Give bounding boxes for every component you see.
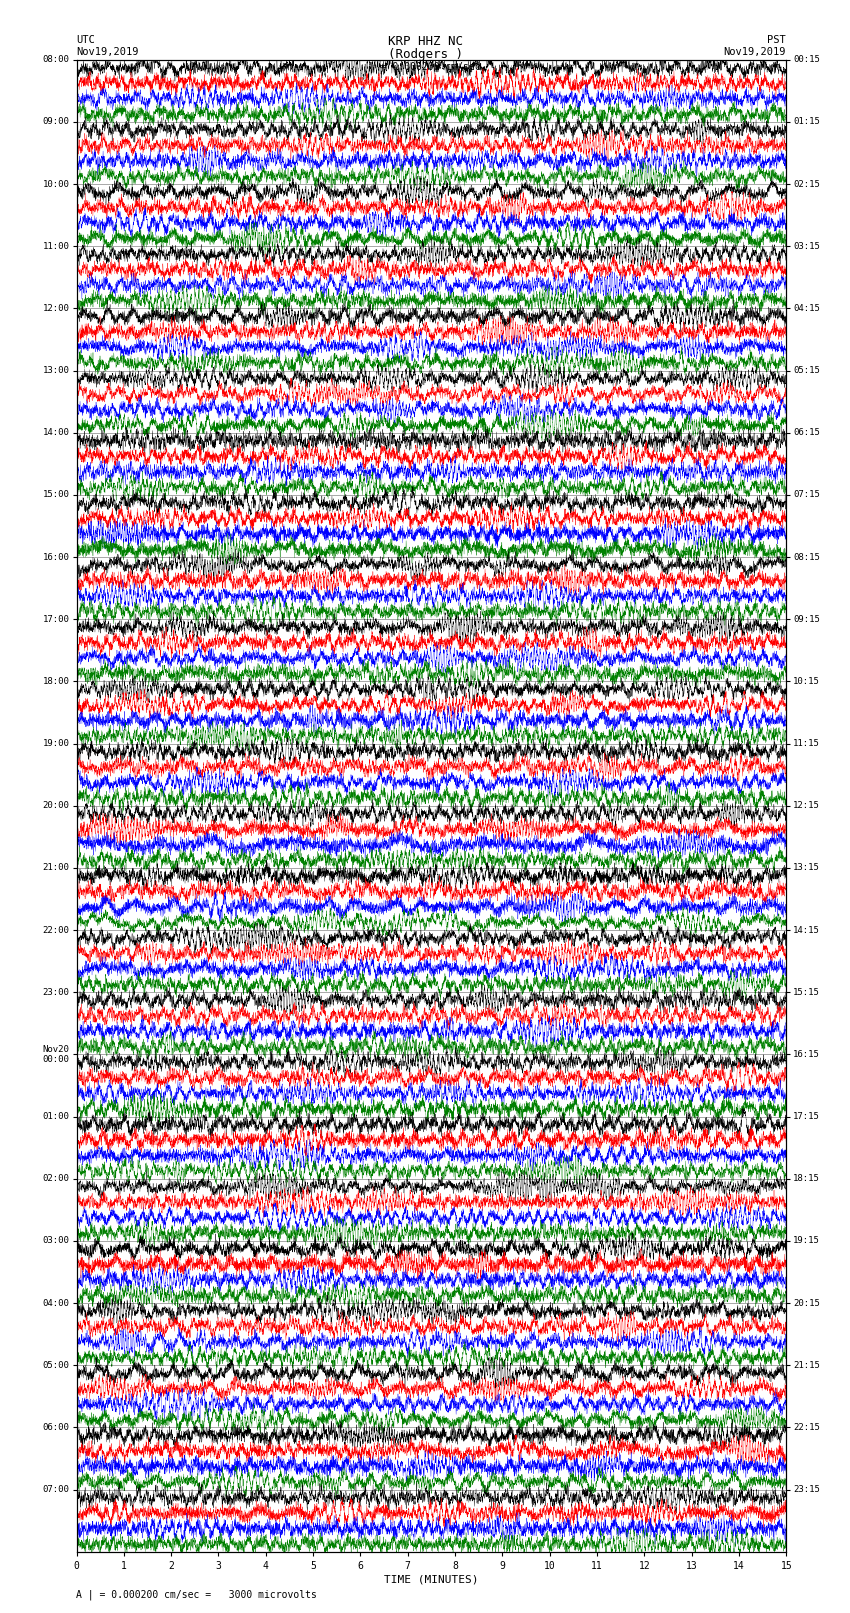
Text: UTC
Nov19,2019: UTC Nov19,2019 xyxy=(76,35,139,56)
Text: A | = 0.000200 cm/sec =   3000 microvolts: A | = 0.000200 cm/sec = 3000 microvolts xyxy=(76,1589,317,1600)
Text: KRP HHZ NC: KRP HHZ NC xyxy=(388,35,462,48)
X-axis label: TIME (MINUTES): TIME (MINUTES) xyxy=(384,1574,479,1586)
Text: | = 0.000200 cm/sec: | = 0.000200 cm/sec xyxy=(369,61,481,73)
Text: PST
Nov19,2019: PST Nov19,2019 xyxy=(723,35,786,56)
Text: (Rodgers ): (Rodgers ) xyxy=(388,48,462,61)
